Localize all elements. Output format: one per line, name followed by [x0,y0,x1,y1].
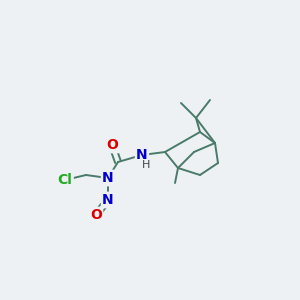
Text: N: N [136,148,148,162]
Text: N: N [102,193,114,207]
Text: H: H [142,160,150,170]
Text: O: O [106,138,118,152]
Text: N: N [102,171,114,185]
Text: O: O [90,208,102,222]
Text: Cl: Cl [58,173,72,187]
